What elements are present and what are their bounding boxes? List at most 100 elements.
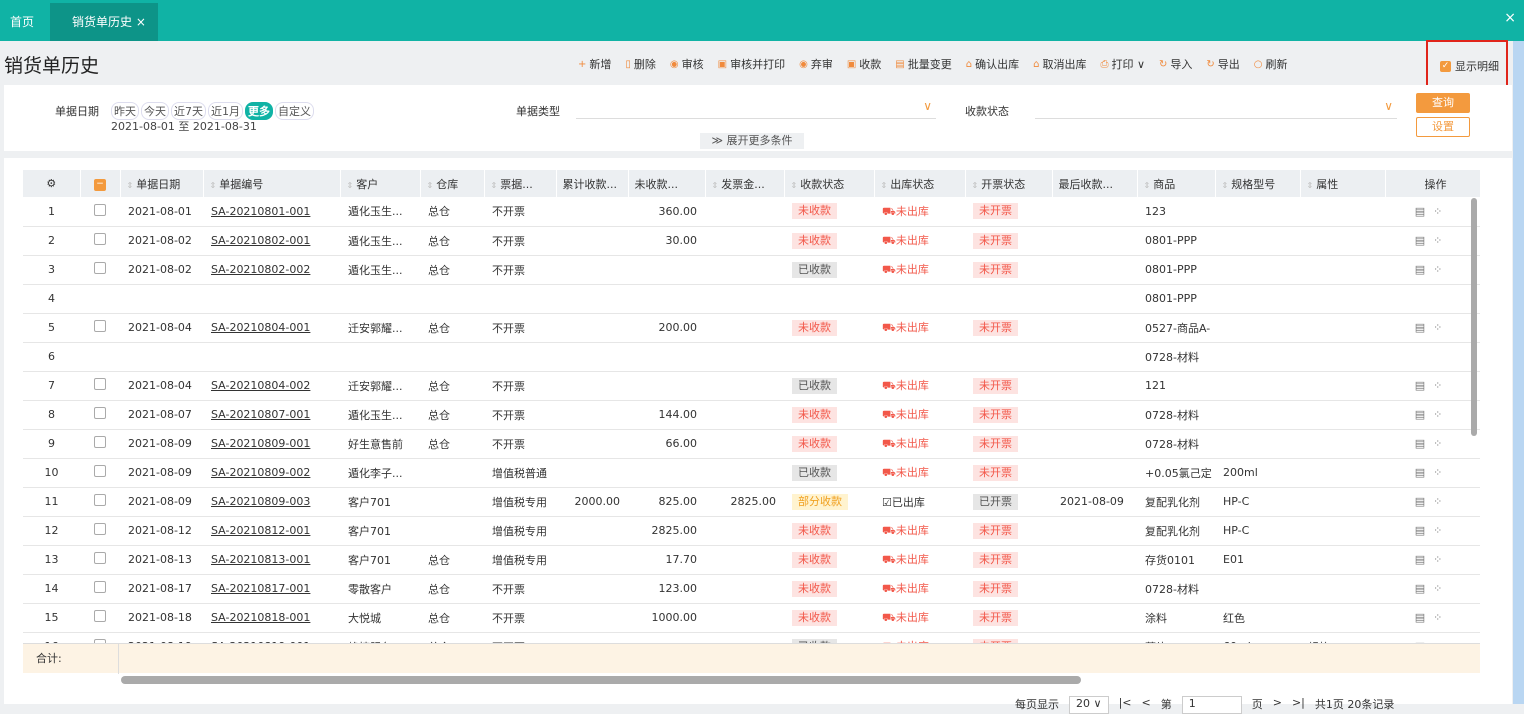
doc-number-link[interactable]: SA-20210804-002: [211, 379, 311, 392]
column-header[interactable]: ⇕ 规格型号: [1215, 170, 1301, 197]
toolbar-button-10[interactable]: ↻ 导入: [1159, 56, 1192, 72]
first-page-button[interactable]: |<: [1118, 696, 1132, 709]
doc-number-link[interactable]: SA-20210809-001: [211, 437, 311, 450]
doc-number-link[interactable]: SA-20210817-001: [211, 582, 311, 595]
toolbar-button-9[interactable]: ⎙ 打印 ∨: [1100, 56, 1145, 72]
tab-sales-history[interactable]: 销货单历史 ×: [50, 3, 158, 41]
column-header[interactable]: 累计收款...: [556, 170, 629, 197]
view-detail-icon[interactable]: ▤: [1414, 379, 1434, 392]
horizontal-scrollbar[interactable]: [121, 676, 1081, 684]
date-option[interactable]: 近7天: [171, 102, 206, 120]
sort-icon[interactable]: ⇕: [426, 180, 434, 190]
column-header[interactable]: ⇕ 仓库: [420, 170, 485, 197]
date-option[interactable]: 昨天: [111, 102, 139, 120]
column-header[interactable]: ⇕ 客户: [340, 170, 421, 197]
date-option[interactable]: 自定义: [275, 102, 314, 120]
column-header[interactable]: −: [80, 170, 121, 197]
column-header[interactable]: ⚙: [23, 170, 81, 197]
row-checkbox[interactable]: [94, 233, 106, 245]
column-header[interactable]: ⇕ 单据编号: [203, 170, 341, 197]
table-row[interactable]: 3 2021-08-02 SA-20210802-002 遁化玉生... 总仓 不开票 已收…: [23, 255, 1480, 285]
doc-number-link[interactable]: SA-20210813-001: [211, 553, 311, 566]
more-actions-icon[interactable]: ⁘: [1433, 263, 1451, 276]
toolbar-button-6[interactable]: ▤ 批量变更: [895, 56, 951, 72]
vertical-scrollbar[interactable]: [1471, 198, 1477, 436]
row-checkbox[interactable]: [94, 552, 106, 564]
query-button[interactable]: 查询: [1416, 93, 1470, 113]
tab-close-icon[interactable]: ×: [135, 15, 146, 29]
view-detail-icon[interactable]: ▤: [1414, 234, 1434, 247]
view-detail-icon[interactable]: ▤: [1414, 582, 1434, 595]
column-header[interactable]: ⇕ 单据日期: [120, 170, 204, 197]
column-header[interactable]: 未收款...: [628, 170, 706, 197]
receipt-status-select[interactable]: ∨: [1035, 97, 1397, 119]
more-actions-icon[interactable]: ⁘: [1433, 495, 1451, 508]
toolbar-button-2[interactable]: ◉ 审核: [670, 56, 704, 72]
row-checkbox[interactable]: [94, 320, 106, 332]
row-checkbox[interactable]: [94, 523, 106, 535]
settings-gear-icon[interactable]: ⚙: [46, 177, 57, 190]
table-row[interactable]: 13 2021-08-13 SA-20210813-001 客户701 总仓 增值税专用 1…: [23, 545, 1480, 575]
date-range[interactable]: 2021-08-01 至 2021-08-31: [111, 120, 257, 133]
doc-number-link[interactable]: SA-20210802-002: [211, 263, 311, 276]
toolbar-button-3[interactable]: ▣ 审核并打印: [718, 56, 785, 72]
toolbar-button-4[interactable]: ◉ 弃审: [799, 56, 833, 72]
table-row[interactable]: 15 2021-08-18 SA-20210818-001 大悦城 总仓 不开票 1000.…: [23, 603, 1480, 633]
sort-icon[interactable]: ⇕: [1221, 180, 1229, 190]
sort-icon[interactable]: ⇕: [126, 180, 134, 190]
next-page-button[interactable]: >: [1272, 696, 1282, 709]
prev-page-button[interactable]: <: [1141, 696, 1151, 709]
sort-icon[interactable]: ⇕: [490, 180, 498, 190]
row-checkbox[interactable]: [94, 203, 106, 216]
sort-icon[interactable]: ⇕: [971, 180, 979, 190]
more-actions-icon[interactable]: ⁘: [1433, 437, 1451, 450]
view-detail-icon[interactable]: ▤: [1414, 611, 1434, 624]
table-row[interactable]: 1 2021-08-01 SA-20210801-001 遁化玉生... 总仓 不开票 36…: [23, 197, 1480, 227]
sort-icon[interactable]: ⇕: [1306, 180, 1314, 190]
column-header[interactable]: ⇕ 出库状态: [874, 170, 966, 197]
expand-conditions-button[interactable]: ≫ 展开更多条件: [700, 133, 804, 149]
table-row[interactable]: 7 2021-08-04 SA-20210804-002 迁安郭耀... 总仓 不开票 已收…: [23, 371, 1480, 401]
table-row[interactable]: 12 2021-08-12 SA-20210812-001 客户701 增值税专用 282…: [23, 516, 1480, 546]
more-actions-icon[interactable]: ⁘: [1433, 408, 1451, 421]
view-detail-icon[interactable]: ▤: [1414, 553, 1434, 566]
view-detail-icon[interactable]: ▤: [1414, 466, 1434, 479]
view-detail-icon[interactable]: ▤: [1414, 408, 1434, 421]
view-detail-icon[interactable]: ▤: [1414, 437, 1434, 450]
column-header[interactable]: ⇕ 属性: [1300, 170, 1386, 197]
table-row[interactable]: 9 2021-08-09 SA-20210809-001 好生意售前 总仓 不开票 66.0…: [23, 429, 1480, 459]
view-detail-icon[interactable]: ▤: [1414, 524, 1434, 537]
more-actions-icon[interactable]: ⁘: [1433, 379, 1451, 392]
doc-number-link[interactable]: SA-20210809-002: [211, 466, 311, 479]
more-actions-icon[interactable]: ⁘: [1433, 553, 1451, 566]
table-row[interactable]: 14 2021-08-17 SA-20210817-001 零散客户 总仓 不开票 123.…: [23, 574, 1480, 604]
sort-icon[interactable]: ⇕: [790, 180, 798, 190]
row-checkbox[interactable]: [94, 378, 106, 390]
page-scrollbar[interactable]: [1513, 41, 1524, 704]
sort-icon[interactable]: ⇕: [880, 180, 888, 190]
date-option[interactable]: 更多: [245, 102, 273, 120]
doc-number-link[interactable]: SA-20210809-003: [211, 495, 311, 508]
select-all-checkbox[interactable]: −: [94, 179, 106, 191]
sort-icon[interactable]: ⇕: [1143, 180, 1151, 190]
table-row[interactable]: 6 0728-材料: [23, 342, 1480, 372]
column-header[interactable]: 操作: [1385, 170, 1481, 197]
more-actions-icon[interactable]: ⁘: [1433, 582, 1451, 595]
row-checkbox[interactable]: [94, 436, 106, 448]
tab-home[interactable]: 首页: [10, 15, 35, 29]
row-checkbox[interactable]: [94, 581, 106, 593]
page-input[interactable]: 1: [1181, 696, 1242, 714]
doc-number-link[interactable]: SA-20210812-001: [211, 524, 311, 537]
table-row[interactable]: 10 2021-08-09 SA-20210809-002 遁化李子... 增值税普通 已…: [23, 458, 1480, 488]
date-option[interactable]: 近1月: [208, 102, 243, 120]
toolbar-button-5[interactable]: ▣ 收款: [847, 56, 881, 72]
more-actions-icon[interactable]: ⁘: [1433, 204, 1451, 218]
last-page-button[interactable]: >|: [1291, 696, 1305, 709]
toolbar-button-12[interactable]: ○ 刷新: [1254, 56, 1288, 72]
column-header[interactable]: ⇕ 商品: [1137, 170, 1216, 197]
date-option[interactable]: 今天: [141, 102, 169, 120]
per-page-select[interactable]: 20 ∨: [1069, 696, 1109, 714]
doc-number-link[interactable]: SA-20210801-001: [211, 204, 311, 218]
toolbar-button-8[interactable]: ⌂ 取消出库: [1033, 56, 1086, 72]
sort-icon[interactable]: ⇕: [711, 180, 719, 190]
